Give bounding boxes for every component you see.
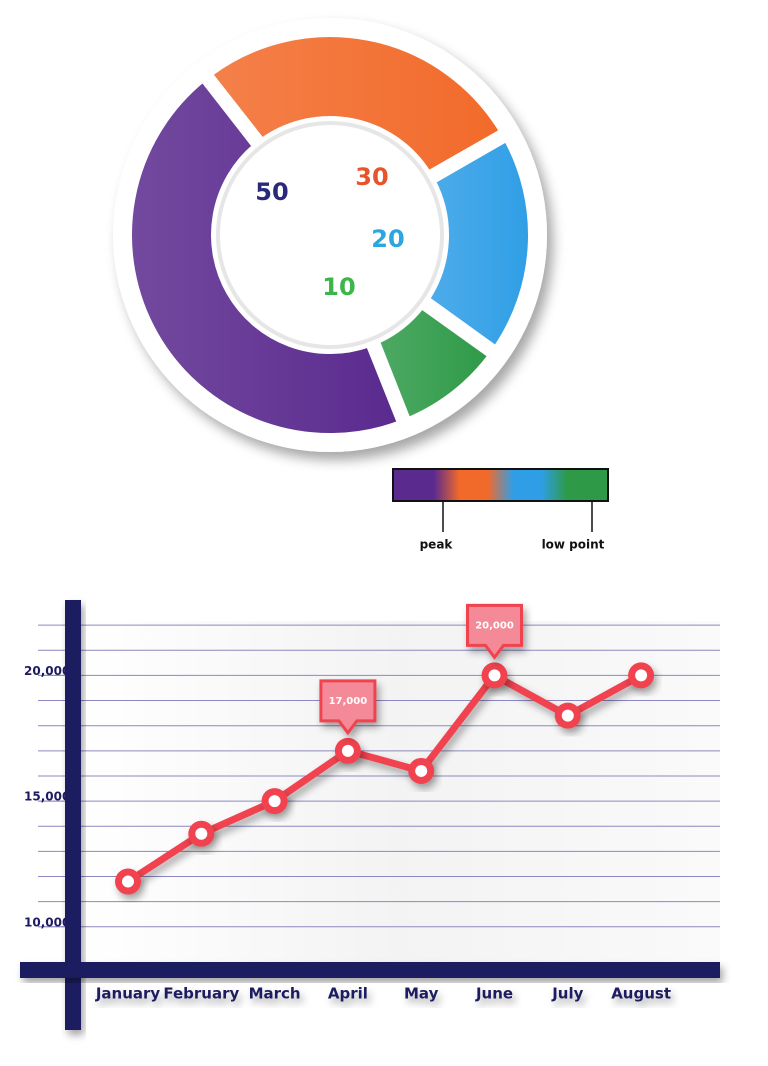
donut-segment [372, 301, 496, 425]
x-tick-label: July [551, 985, 583, 1003]
callout [466, 603, 523, 660]
callout [319, 679, 377, 736]
donut-value-label: 50 [255, 178, 288, 206]
donut-value-label: 20 [371, 225, 404, 253]
data-point-center [488, 669, 501, 682]
donut-segment [205, 31, 507, 178]
x-tick-label: May [404, 985, 439, 1003]
data-point-center [122, 875, 134, 888]
scale-bar [392, 468, 609, 502]
data-point-center [561, 709, 574, 722]
y-axis [65, 600, 81, 1030]
scale-label: low point [542, 538, 605, 552]
x-tick-label: June [475, 985, 513, 1003]
x-tick-label: January [95, 985, 161, 1003]
y-tick-label: 20,000 [24, 664, 70, 678]
x-axis [20, 962, 720, 978]
data-point-center [341, 744, 354, 757]
x-tick-label: August [611, 985, 671, 1003]
x-tick-label: March [249, 985, 301, 1003]
donut-value-label: 10 [322, 273, 355, 301]
callout-label: 20,000 [475, 620, 514, 631]
line-series [126, 671, 643, 885]
data-point-center [195, 827, 208, 840]
donut-value-label: 30 [355, 163, 388, 191]
data-point-center [635, 669, 648, 682]
x-tick-label: February [163, 985, 239, 1003]
x-tick-label: April [328, 985, 368, 1003]
donut-hole [216, 121, 444, 349]
plot-background [80, 621, 720, 962]
scale-label: peak [420, 538, 454, 552]
donut-segment [422, 134, 534, 353]
y-tick-label: 15,000 [24, 790, 70, 804]
data-point-center [415, 764, 428, 777]
donut-segment [126, 74, 405, 439]
callout-label: 17,000 [329, 696, 368, 707]
y-tick-label: 10,000 [24, 915, 70, 929]
data-point-center [268, 795, 281, 808]
